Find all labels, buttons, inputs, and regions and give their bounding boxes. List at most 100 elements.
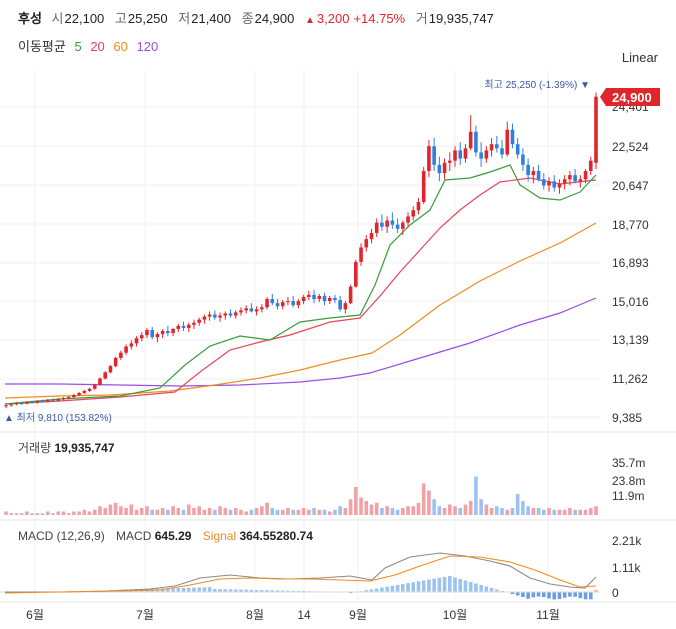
volume-bar	[150, 509, 154, 515]
candle-body	[35, 401, 40, 403]
candle-body	[526, 164, 530, 176]
macd-bar	[594, 590, 598, 592]
low-value: 21,400	[191, 11, 231, 26]
candle-body	[479, 152, 483, 159]
macd-bar	[280, 590, 285, 592]
volume-bar	[594, 506, 598, 515]
volume-bar	[463, 504, 468, 515]
volume-bar	[515, 494, 520, 515]
volume-y-axis: 35.7m 23.8m 11.9m	[612, 456, 645, 503]
volume-bar	[536, 508, 541, 515]
candle-body	[249, 308, 254, 312]
volume-bar	[244, 511, 248, 515]
candle-body	[270, 299, 275, 304]
ma-legend[interactable]: 이동평균 5 20 60 120	[18, 36, 163, 55]
candle-body	[87, 388, 92, 391]
y-tick: 9,385	[612, 411, 642, 425]
x-axis: 6월 7월 8월 14 9월 10월 11월	[26, 608, 560, 622]
ma-20[interactable]: 20	[90, 39, 105, 54]
candle-body	[448, 160, 452, 163]
ma60-line	[4, 222, 597, 399]
y-tick: 13,139	[612, 333, 649, 347]
close-label: 종	[241, 11, 254, 26]
volume-bar	[176, 508, 181, 515]
volume-bar	[406, 506, 410, 515]
volume-bar	[280, 509, 285, 515]
candle-body	[568, 175, 572, 180]
change-pct: +14.75%	[353, 11, 406, 26]
volume-bar	[218, 506, 222, 515]
volume-bar	[228, 509, 233, 515]
volume-bar	[202, 509, 207, 515]
candle-body	[56, 399, 61, 401]
candle-body	[244, 308, 248, 311]
macd-bar	[296, 590, 301, 592]
volume-bar	[129, 504, 134, 515]
macd-bar	[421, 580, 426, 592]
candle-body	[463, 148, 468, 159]
volume-bar	[254, 508, 259, 515]
macd-bar	[228, 589, 233, 592]
ma-120[interactable]: 120	[136, 39, 159, 54]
candle-body	[181, 325, 186, 328]
candle-body	[333, 297, 337, 301]
macd-bar	[374, 588, 379, 592]
candle-body	[327, 297, 332, 302]
y-tick: 16,893	[612, 256, 649, 270]
volume-bar	[505, 509, 510, 515]
macd-bar	[223, 589, 228, 592]
candle-body	[254, 309, 259, 312]
volume-bar	[113, 502, 118, 515]
candles	[4, 92, 598, 409]
candle-body	[228, 313, 233, 316]
candle-body	[338, 300, 342, 310]
candle-body	[583, 171, 588, 180]
high-label: 고	[114, 11, 127, 26]
candle-body	[468, 131, 473, 149]
open-label: 시	[51, 11, 64, 26]
candle-body	[557, 183, 562, 188]
change-up-icon: ▲	[304, 15, 315, 26]
x-tick: 8월	[246, 608, 264, 622]
candle-body	[442, 162, 447, 174]
volume-bar	[270, 508, 275, 515]
volume-bar	[124, 508, 128, 515]
candle-body	[218, 315, 222, 318]
macd-bar	[494, 589, 499, 592]
y-tick: 18,770	[612, 218, 649, 232]
ma5-line	[4, 164, 597, 405]
volume-bar	[207, 508, 212, 515]
volume-bar	[500, 508, 504, 515]
candle-body	[45, 400, 50, 402]
volume-value: 19,935,747	[428, 11, 494, 26]
scale-select[interactable]: Linear	[621, 50, 658, 65]
macd-tick: 1.11k	[612, 561, 641, 575]
candle-body	[301, 296, 306, 302]
volume-bar	[479, 499, 483, 515]
macd-bar	[468, 582, 473, 592]
candle-body	[19, 403, 24, 405]
volume-bar	[374, 502, 379, 515]
volume-bar	[213, 509, 217, 515]
volume-bar	[25, 511, 29, 515]
candle-body	[186, 324, 191, 328]
ma-60[interactable]: 60	[113, 39, 128, 54]
volume-bar	[526, 506, 530, 515]
candle-body	[427, 146, 431, 172]
volume-bar	[181, 509, 186, 515]
candle-body	[515, 144, 520, 155]
candle-body	[395, 224, 400, 229]
macd-bar	[260, 590, 264, 592]
macd-bar	[526, 592, 530, 599]
macd-bar	[562, 592, 567, 598]
macd-bar	[380, 587, 384, 592]
candle-body	[72, 395, 76, 398]
candle-body	[213, 314, 217, 318]
volume-bar	[51, 513, 55, 515]
candle-body	[432, 146, 436, 165]
macd-tick: 0	[612, 586, 619, 600]
candle-body	[406, 216, 410, 223]
volume-bar	[427, 490, 431, 515]
ma-5[interactable]: 5	[74, 39, 82, 54]
